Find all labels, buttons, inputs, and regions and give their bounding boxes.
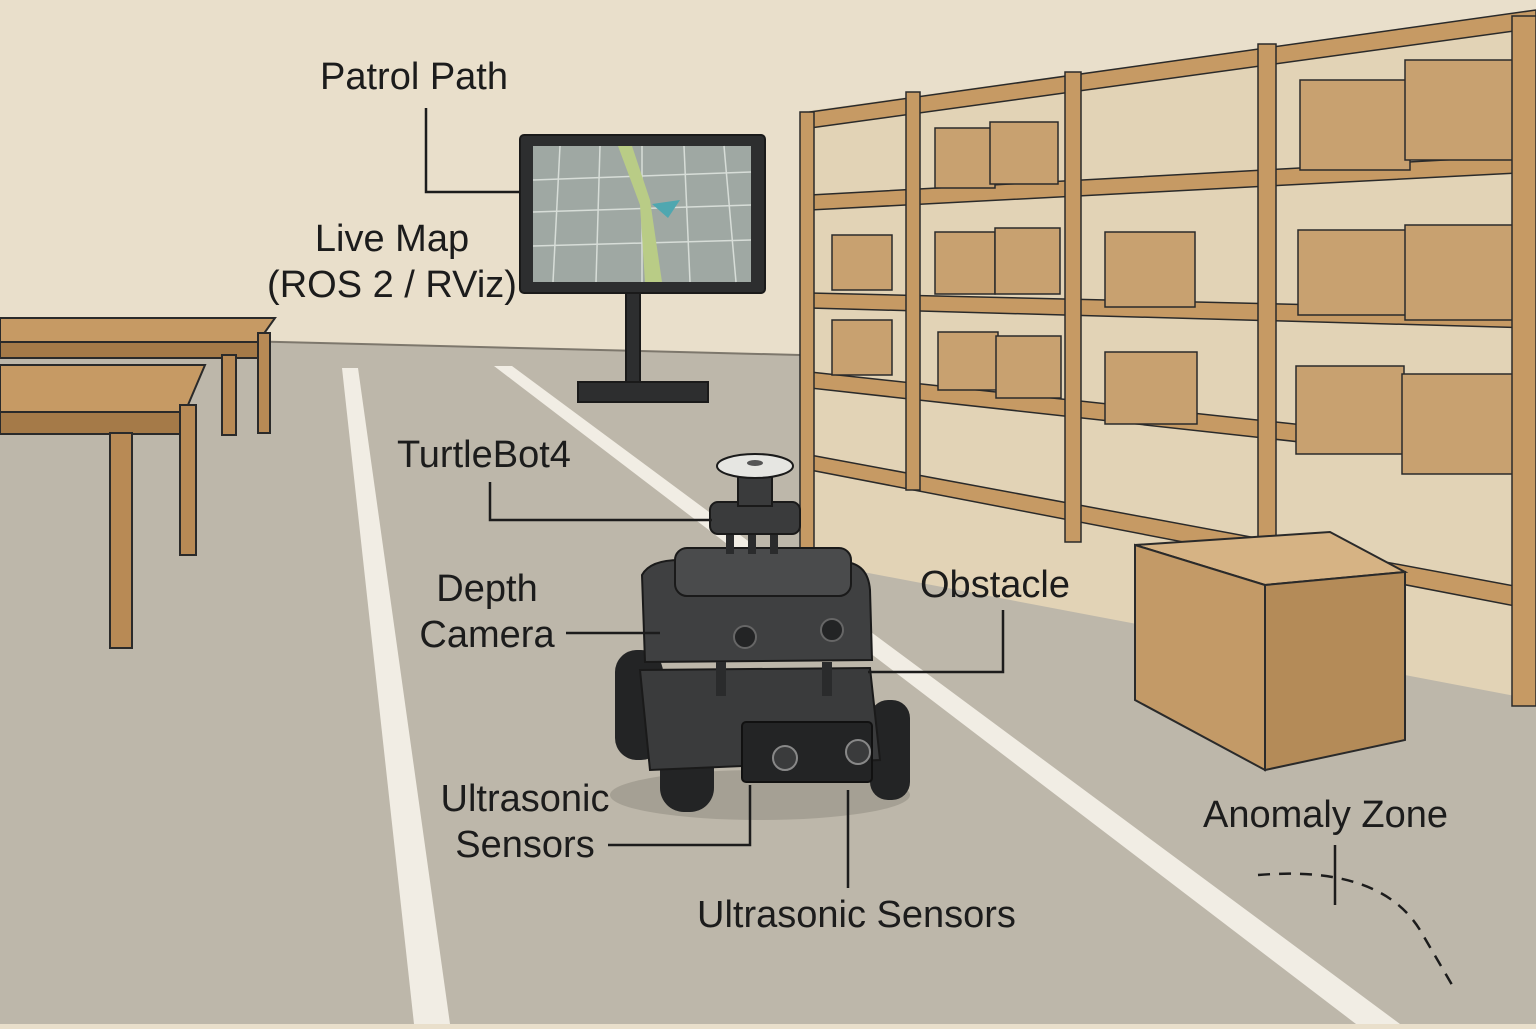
ultrasonic-sensor-left [772, 745, 798, 771]
label-obstacle: Obstacle [920, 564, 1070, 606]
label-depth-camera: Depth Camera [402, 566, 572, 658]
robot-position-marker [652, 200, 680, 218]
turtlebot-robot [610, 453, 910, 820]
leader-ultrasonic-left [608, 785, 752, 847]
label-anomaly-zone: Anomaly Zone [1203, 794, 1449, 836]
label-ultrasonic-left-line1: Ultrasonic [440, 778, 610, 820]
anomaly-zone-boundary [1257, 872, 1457, 991]
label-ultrasonic-bottom: Ultrasonic Sensors [697, 894, 1016, 936]
obstacle-box [1134, 530, 1409, 772]
ultrasonic-sensor-right [845, 739, 871, 765]
monitor [519, 134, 766, 403]
depth-camera-lens-right [820, 618, 844, 642]
leader-turtlebot [488, 482, 712, 522]
shelving-unit [799, 9, 1536, 707]
wheel-front-right [870, 700, 910, 800]
label-ultrasonic-left: Ultrasonic Sensors [420, 776, 630, 868]
label-live-map-line1: Live Map [314, 218, 470, 260]
leader-obstacle [868, 610, 1005, 674]
leader-lines [424, 108, 1337, 905]
label-depth-camera-line2: Camera [419, 614, 555, 656]
patrol-path-trace [618, 146, 662, 282]
label-live-map-line2: (ROS 2 / RViz) [267, 264, 517, 306]
leader-patrol-path [424, 108, 520, 194]
label-depth-camera-line1: Depth [436, 568, 538, 610]
label-turtlebot: TurtleBot4 [397, 434, 571, 476]
label-live-map: Live Map (ROS 2 / RViz) [262, 216, 522, 308]
depth-camera-lens-left [733, 625, 757, 649]
table-back [0, 317, 277, 436]
label-patrol-path: Patrol Path [320, 56, 508, 98]
label-ultrasonic-left-line2: Sensors [455, 824, 595, 866]
table-front [0, 364, 207, 649]
floor-line-left [342, 368, 450, 1024]
